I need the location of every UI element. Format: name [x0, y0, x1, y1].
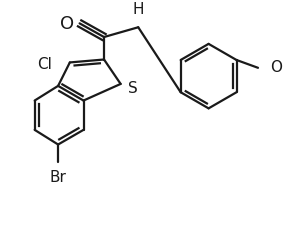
Text: Cl: Cl: [37, 57, 52, 72]
Text: H: H: [133, 3, 144, 17]
Text: Br: Br: [50, 170, 67, 185]
Text: O: O: [270, 60, 282, 75]
Text: S: S: [128, 81, 138, 96]
Text: O: O: [59, 15, 74, 33]
